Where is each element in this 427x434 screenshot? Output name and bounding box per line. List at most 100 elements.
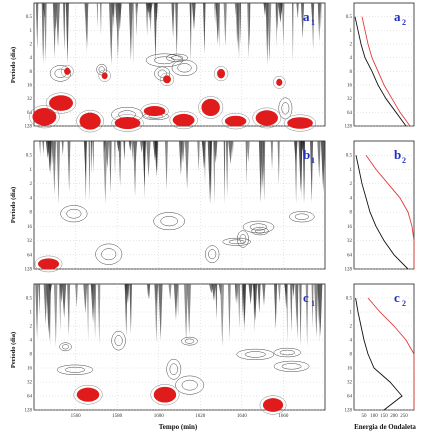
period-tick-label: 128 xyxy=(25,409,33,414)
contour-streak xyxy=(67,284,71,337)
significance-outline xyxy=(45,92,77,114)
significance-outline xyxy=(213,66,229,82)
contour-loop xyxy=(111,330,126,351)
contour-streak xyxy=(145,3,150,14)
contour-loop xyxy=(157,69,167,78)
contour-streak xyxy=(197,141,200,171)
contour-loop xyxy=(175,375,205,395)
spectrum-period-tick-label: 0.5 xyxy=(346,154,353,159)
contour-loop xyxy=(56,364,94,375)
contour-streak xyxy=(39,141,41,156)
contour-streak xyxy=(275,3,277,49)
contour-streak xyxy=(294,141,297,204)
significant-blob xyxy=(217,68,226,79)
contour-loop xyxy=(60,205,88,223)
contour-streak xyxy=(92,141,94,174)
contour-streak xyxy=(227,284,231,341)
contour-loop xyxy=(251,227,269,236)
spectrum-tag-sub-b: 2 xyxy=(402,156,406,165)
contour-streak xyxy=(231,141,234,156)
scalogram-frame-c xyxy=(33,283,326,411)
contour-streak xyxy=(53,284,58,347)
significance-outline xyxy=(76,109,104,133)
contour-streak xyxy=(317,141,321,179)
contour-streak xyxy=(146,141,151,178)
spectrum-period-tick-label: 2 xyxy=(350,43,353,48)
significant-blob xyxy=(287,117,313,129)
contour-streak xyxy=(211,284,216,301)
contour-streak xyxy=(128,141,132,152)
contour-streak xyxy=(53,141,56,165)
significance-outline xyxy=(259,395,287,415)
contour-streak xyxy=(248,3,251,48)
contour-loop xyxy=(181,336,198,346)
panel-tag-b: b xyxy=(303,147,310,162)
period-tick-label: 4 xyxy=(30,56,33,61)
period-tick-label: 64 xyxy=(27,253,33,258)
contour-loop xyxy=(184,338,195,344)
contour-streak xyxy=(243,284,246,334)
contour-streak xyxy=(52,141,57,195)
period-tick-label: 8 xyxy=(30,353,33,358)
significance-outline xyxy=(111,114,144,132)
significance-outline xyxy=(272,76,286,89)
contour-streak xyxy=(277,141,280,185)
period-tick-label: 4 xyxy=(30,196,33,201)
period-axis-label-b: Período (dia) xyxy=(10,187,17,223)
contour-loop xyxy=(205,245,220,264)
contour-streak xyxy=(67,141,71,192)
contour-streak xyxy=(53,3,58,30)
contour-streak xyxy=(263,3,267,17)
contour-loop xyxy=(208,249,217,260)
contour-streak xyxy=(109,141,112,194)
contour-loop xyxy=(281,102,290,115)
contour-streak xyxy=(228,141,233,165)
contour-streak xyxy=(44,3,47,64)
contour-streak xyxy=(100,3,102,36)
spectrum-period-tick-label: 8 xyxy=(350,211,353,216)
spectrum-period-tick-label: 32 xyxy=(347,381,353,386)
contour-streak xyxy=(118,141,122,187)
time-tick-label: 1560 xyxy=(71,414,82,419)
contour-streak xyxy=(300,141,305,151)
contour-streak xyxy=(320,141,326,192)
contour-streak xyxy=(218,3,220,50)
period-tick-label: 2 xyxy=(30,43,33,48)
contour-loop xyxy=(95,243,123,265)
contour-streak xyxy=(296,3,299,19)
contour-streak xyxy=(234,284,237,302)
contour-streak xyxy=(203,3,206,55)
contour-streak xyxy=(311,3,315,51)
significant-blob xyxy=(201,98,220,117)
contour-streak xyxy=(184,284,188,343)
contour-streak xyxy=(184,141,189,190)
spectrum-tick-label: 100 xyxy=(370,414,378,419)
significance-outline xyxy=(159,72,175,87)
contour-streak xyxy=(118,3,122,22)
global-spectrum-line xyxy=(355,297,403,411)
panel-tag-sub-c: 1 xyxy=(311,299,315,308)
contour-streak xyxy=(61,141,64,156)
contour-streak xyxy=(164,141,168,190)
contour-streak xyxy=(262,141,266,202)
spectrum-period-tick-label: 8 xyxy=(350,353,353,358)
contour-loop xyxy=(279,349,295,356)
period-tick-label: 32 xyxy=(27,239,33,244)
period-tick-label: 64 xyxy=(27,111,33,116)
contour-loop xyxy=(294,213,309,220)
significant-blob xyxy=(224,115,247,127)
period-tick-label: 0.5 xyxy=(26,297,33,302)
contour-streak xyxy=(213,141,216,204)
contour-streak xyxy=(155,141,159,177)
time-tick-label: 1660 xyxy=(278,414,289,419)
contour-streak xyxy=(267,3,272,62)
contour-streak xyxy=(43,3,46,17)
contour-streak xyxy=(114,141,116,176)
contour-loop xyxy=(177,63,192,73)
contour-streak xyxy=(102,141,108,204)
contour-streak xyxy=(215,284,218,320)
contour-streak xyxy=(90,284,95,323)
contour-streak xyxy=(314,284,319,338)
